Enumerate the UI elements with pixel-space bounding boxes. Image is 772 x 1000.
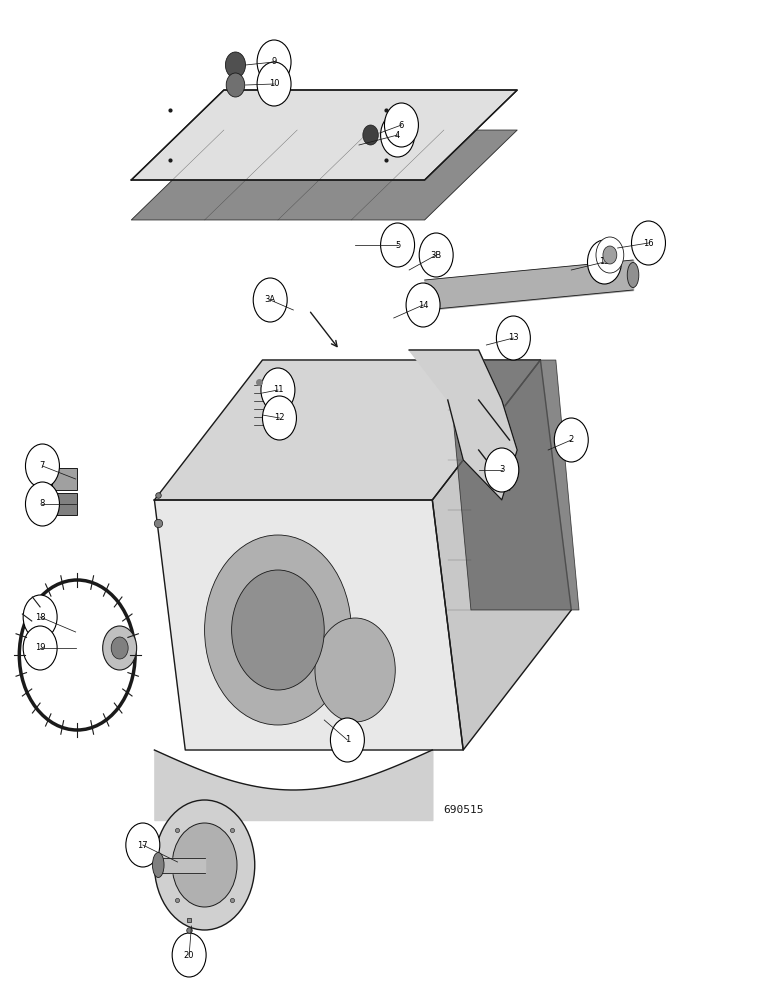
Circle shape (172, 933, 206, 977)
Polygon shape (154, 360, 540, 500)
Text: 12: 12 (274, 414, 285, 422)
Text: 5: 5 (395, 240, 400, 249)
Text: 14: 14 (418, 300, 428, 310)
Circle shape (330, 718, 364, 762)
Text: 6: 6 (399, 120, 404, 129)
Polygon shape (432, 360, 571, 750)
Circle shape (496, 316, 530, 360)
Text: 690515: 690515 (443, 805, 483, 815)
Circle shape (25, 444, 59, 488)
Text: 3: 3 (499, 466, 504, 475)
Circle shape (225, 52, 245, 78)
Circle shape (232, 570, 324, 690)
Circle shape (253, 278, 287, 322)
Text: 10: 10 (269, 80, 279, 89)
Circle shape (23, 626, 57, 670)
Text: 9: 9 (272, 57, 276, 66)
Circle shape (226, 73, 245, 97)
Polygon shape (131, 90, 517, 180)
Circle shape (384, 103, 418, 147)
Text: 1: 1 (345, 736, 350, 744)
Text: 13: 13 (508, 334, 519, 342)
Circle shape (23, 595, 57, 639)
Circle shape (154, 800, 255, 930)
Polygon shape (448, 360, 579, 610)
Circle shape (381, 223, 415, 267)
Circle shape (587, 240, 621, 284)
Polygon shape (409, 350, 517, 500)
Text: 8: 8 (40, 499, 45, 508)
Polygon shape (131, 130, 517, 220)
FancyBboxPatch shape (52, 493, 77, 515)
Circle shape (257, 40, 291, 84)
Circle shape (419, 233, 453, 277)
Circle shape (406, 283, 440, 327)
Text: 15: 15 (599, 257, 610, 266)
Circle shape (554, 418, 588, 462)
Text: 19: 19 (35, 644, 46, 652)
Circle shape (111, 637, 128, 659)
Circle shape (172, 823, 237, 907)
Circle shape (603, 246, 617, 264)
Circle shape (261, 368, 295, 412)
Circle shape (25, 482, 59, 526)
Text: 11: 11 (273, 385, 283, 394)
Polygon shape (154, 500, 463, 750)
Circle shape (205, 535, 351, 725)
Ellipse shape (152, 852, 164, 878)
Ellipse shape (627, 262, 638, 288)
Text: 3B: 3B (431, 250, 442, 259)
Circle shape (363, 125, 378, 145)
Text: 16: 16 (643, 238, 654, 247)
Circle shape (126, 823, 160, 867)
Text: 17: 17 (137, 840, 148, 850)
Text: 7: 7 (40, 462, 45, 471)
Circle shape (485, 448, 519, 492)
Circle shape (596, 237, 624, 273)
Text: 18: 18 (35, 612, 46, 621)
Text: 3A: 3A (265, 296, 276, 304)
Circle shape (631, 221, 665, 265)
Text: 4: 4 (395, 130, 400, 139)
Circle shape (262, 396, 296, 440)
Circle shape (315, 618, 395, 722)
Circle shape (257, 62, 291, 106)
FancyBboxPatch shape (52, 468, 77, 490)
Text: 2: 2 (569, 436, 574, 444)
Circle shape (103, 626, 137, 670)
Text: 20: 20 (184, 950, 195, 960)
Circle shape (381, 113, 415, 157)
